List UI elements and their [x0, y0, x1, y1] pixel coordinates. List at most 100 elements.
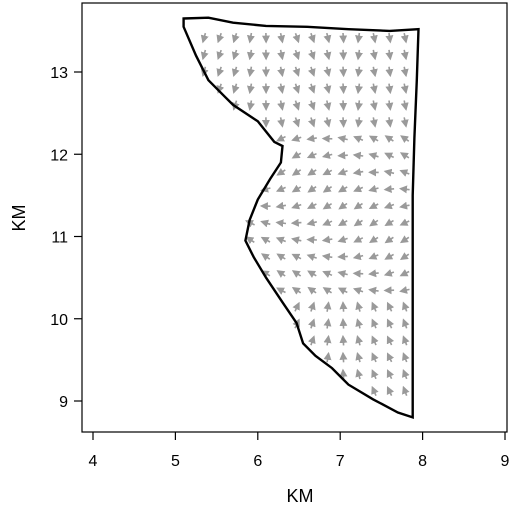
vector-arrow: [368, 269, 379, 278]
vector-arrow: [339, 334, 348, 346]
vector-arrow: [323, 49, 332, 61]
vector-arrow: [355, 66, 363, 78]
vector-arrow: [337, 270, 348, 278]
vector-arrow: [355, 318, 364, 329]
vector-arrow: [277, 100, 286, 111]
vector-arrow: [384, 218, 394, 227]
vector-arrow: [306, 151, 317, 159]
vector-arrow: [291, 201, 302, 210]
vector-arrow: [384, 135, 394, 143]
vector-arrow: [275, 236, 287, 245]
vector-arrow: [399, 252, 410, 260]
vector-arrow: [355, 83, 363, 95]
vector-arrow: [323, 301, 332, 312]
x-tick-label: 4: [89, 453, 98, 470]
vector-arrow: [385, 117, 394, 128]
vector-arrow: [277, 49, 286, 61]
vector-arrow: [386, 301, 395, 312]
vector-arrow: [260, 236, 271, 245]
y-axis-title: KM: [9, 205, 29, 232]
y-tick-label: 13: [50, 65, 68, 82]
vector-arrow: [322, 270, 333, 278]
vector-arrow: [245, 220, 255, 228]
vector-arrow: [307, 335, 316, 346]
vector-arrow: [216, 32, 225, 44]
vector-arrow: [292, 100, 301, 111]
vector-arrow: [369, 49, 378, 61]
vector-arrow: [402, 335, 410, 346]
vector-arrow: [369, 218, 379, 227]
vector-arrow: [307, 270, 317, 278]
vector-arrow: [399, 169, 410, 177]
vector-arrow: [353, 235, 364, 243]
vector-arrow: [339, 83, 348, 95]
vector-arrow: [276, 253, 286, 262]
vector-arrow: [275, 201, 287, 210]
vector-arrow: [307, 286, 317, 295]
vector-arrow: [307, 100, 316, 111]
vector-arrow: [306, 201, 317, 209]
vector-arrow: [307, 301, 316, 312]
vector-arrow: [386, 318, 395, 329]
x-axis: 4 5 6 7 8 9: [89, 432, 510, 470]
vector-arrow: [386, 335, 395, 346]
vector-arrow: [275, 184, 286, 193]
vector-arrow: [291, 134, 302, 142]
vector-arrow: [355, 32, 363, 44]
vector-arrow: [339, 49, 348, 61]
vector-arrow: [355, 301, 364, 312]
vector-arrow: [307, 184, 317, 193]
vector-arrow: [353, 135, 364, 144]
vector-arrow: [399, 269, 410, 277]
vector-arrow: [385, 100, 394, 111]
domain-boundary: [182, 16, 420, 420]
vector-arrow: [338, 218, 348, 226]
vector-arrow: [339, 32, 348, 44]
vector-arrow: [400, 117, 409, 128]
vector-arrow: [339, 117, 348, 128]
vector-arrow: [338, 201, 348, 210]
vector-arrow: [247, 49, 255, 61]
vector-arrow: [291, 270, 302, 278]
x-axis-title: KM: [287, 486, 314, 506]
vector-arrow: [355, 368, 364, 380]
vector-arrow: [352, 269, 364, 278]
vector-arrow: [369, 100, 378, 111]
vector-arrow: [400, 100, 409, 111]
vector-arrow: [385, 32, 394, 44]
vector-arrow: [402, 318, 410, 329]
vector-arrow: [323, 100, 332, 111]
vector-arrow: [291, 167, 302, 176]
vector-arrow: [323, 318, 332, 329]
vector-arrow: [307, 66, 316, 77]
vector-arrow: [275, 219, 287, 228]
plot-frame: [81, 2, 508, 433]
vector-arrow: [399, 286, 410, 294]
vector-arrow: [385, 49, 394, 61]
vector-arrow: [292, 117, 301, 128]
vector-arrow: [399, 185, 410, 194]
vector-arrow: [307, 32, 316, 44]
y-tick-label: 12: [50, 147, 68, 164]
vector-arrow: [321, 151, 333, 159]
vector-arrow: [276, 134, 286, 142]
vector-arrow: [245, 236, 255, 245]
vector-arrow: [323, 66, 332, 78]
vector-arrow: [402, 369, 410, 380]
vector-arrow: [368, 135, 379, 144]
vector-arrow: [386, 352, 395, 363]
vector-arrow: [277, 32, 286, 44]
vector-arrow: [355, 335, 364, 346]
vector-arrow: [368, 201, 379, 209]
y-tick-label: 11: [51, 230, 68, 247]
vector-arrow: [368, 184, 379, 193]
vector-arrow: [321, 235, 333, 244]
vector-arrow: [276, 270, 286, 278]
vector-arrow: [323, 83, 332, 94]
vector-arrow: [277, 66, 286, 78]
vector-arrow: [277, 117, 286, 128]
vector-arrow: [306, 253, 317, 262]
vector-arrow: [385, 66, 394, 78]
vector-arrow: [352, 151, 364, 160]
